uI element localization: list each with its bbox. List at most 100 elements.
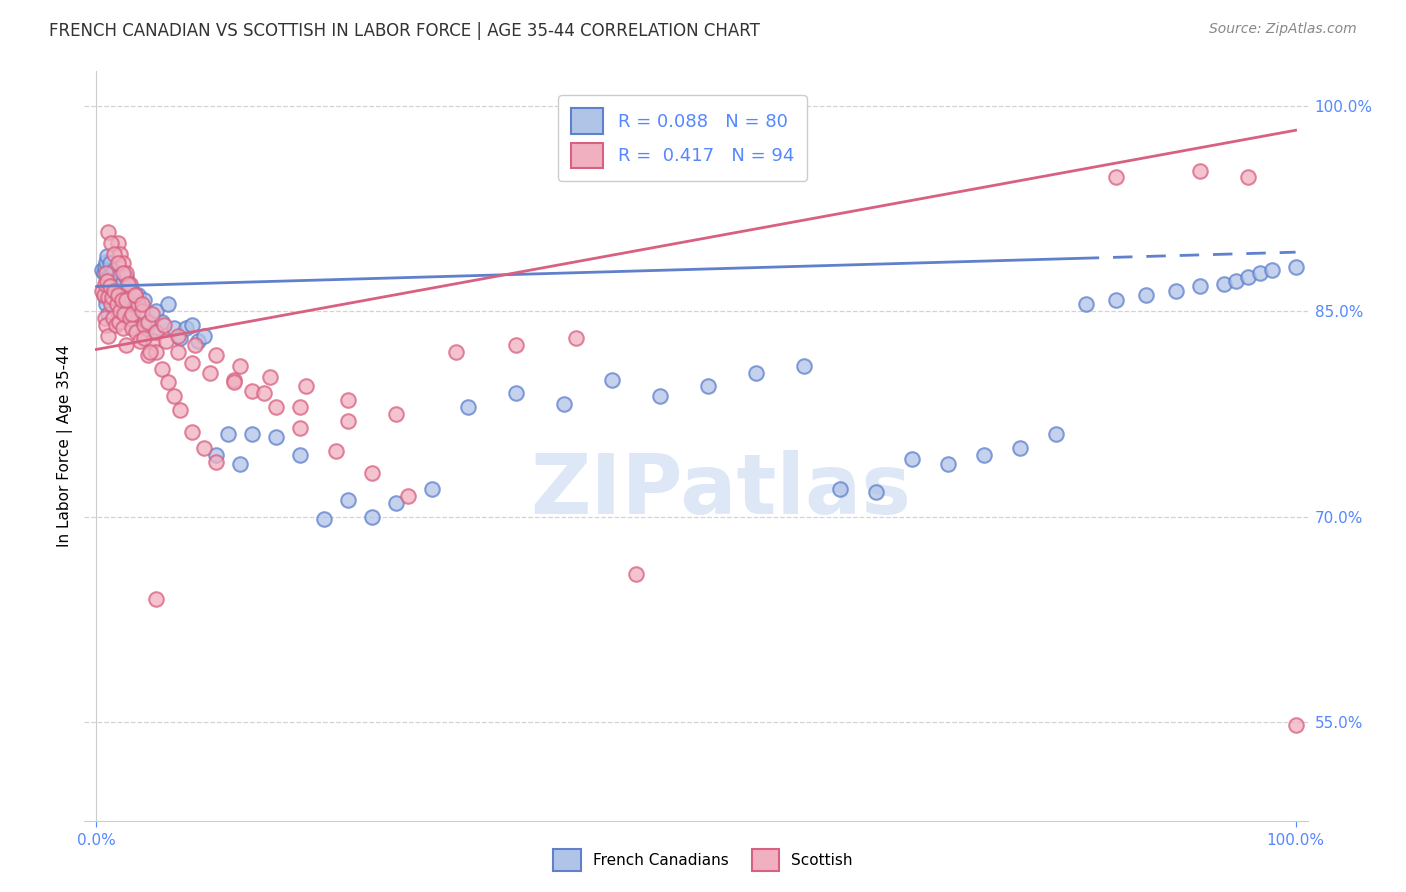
Point	[1249, 266, 1271, 280]
Point	[253, 386, 276, 401]
Point	[136, 318, 159, 332]
Point	[865, 484, 887, 499]
Point	[139, 345, 162, 359]
Point	[93, 260, 117, 275]
Point	[193, 441, 215, 455]
Point	[150, 315, 173, 329]
Point	[193, 328, 215, 343]
Point	[111, 320, 134, 334]
Point	[793, 359, 815, 373]
Point	[101, 287, 124, 301]
Point	[136, 348, 159, 362]
Point	[205, 348, 228, 362]
Point	[163, 320, 186, 334]
Point	[361, 466, 384, 480]
Point	[142, 334, 165, 349]
Point	[264, 430, 287, 444]
Point	[1045, 427, 1067, 442]
Point	[1284, 718, 1306, 732]
Point	[91, 284, 114, 298]
Point	[94, 318, 117, 332]
Point	[936, 458, 959, 472]
Point	[505, 386, 527, 401]
Point	[100, 235, 122, 250]
Point	[98, 256, 121, 270]
Point	[127, 287, 149, 301]
Point	[121, 307, 143, 321]
Point	[118, 301, 141, 316]
Point	[105, 297, 128, 311]
Point	[94, 254, 117, 268]
Point	[110, 277, 132, 291]
Point	[93, 310, 117, 325]
Point	[121, 318, 143, 332]
Point	[121, 284, 143, 298]
Point	[100, 277, 122, 291]
Point	[553, 397, 575, 411]
Point	[107, 287, 129, 301]
Point	[93, 287, 115, 301]
Point	[1284, 260, 1306, 275]
Point	[108, 315, 131, 329]
Legend: R = 0.088   N = 80, R =  0.417   N = 94: R = 0.088 N = 80, R = 0.417 N = 94	[558, 95, 807, 181]
Point	[124, 297, 146, 311]
Point	[325, 443, 347, 458]
Point	[224, 376, 246, 390]
Point	[152, 318, 174, 332]
Point	[145, 345, 167, 359]
Point	[103, 246, 125, 260]
Point	[181, 356, 204, 370]
Point	[136, 315, 159, 329]
Point	[105, 279, 128, 293]
Point	[200, 366, 222, 380]
Point	[290, 420, 312, 434]
Point	[167, 328, 190, 343]
Y-axis label: In Labor Force | Age 35-44: In Labor Force | Age 35-44	[58, 345, 73, 547]
Point	[1164, 284, 1187, 298]
Point	[420, 482, 443, 496]
Point	[150, 361, 173, 376]
Point	[97, 269, 120, 284]
Text: Source: ZipAtlas.com: Source: ZipAtlas.com	[1209, 22, 1357, 37]
Point	[97, 307, 120, 321]
Point	[174, 320, 197, 334]
Point	[134, 293, 156, 307]
Point	[1105, 293, 1128, 307]
Point	[112, 287, 135, 301]
Point	[697, 379, 720, 393]
Point	[505, 338, 527, 352]
Point	[1225, 274, 1247, 288]
Point	[901, 452, 924, 467]
Legend: French Canadians, Scottish: French Canadians, Scottish	[544, 840, 862, 880]
Point	[115, 293, 138, 307]
Point	[142, 325, 165, 339]
Point	[396, 489, 419, 503]
Point	[169, 331, 191, 345]
Point	[1188, 279, 1211, 293]
Point	[624, 567, 647, 582]
Point	[145, 591, 167, 606]
Point	[648, 389, 671, 403]
Point	[96, 274, 118, 288]
Point	[104, 318, 127, 332]
Point	[121, 320, 143, 334]
Point	[361, 509, 384, 524]
Point	[94, 266, 117, 280]
Point	[169, 402, 191, 417]
Point	[97, 328, 120, 343]
Point	[457, 400, 479, 414]
Point	[118, 290, 141, 304]
Point	[134, 318, 156, 332]
Point	[111, 266, 134, 280]
Point	[145, 325, 167, 339]
Point	[224, 373, 246, 387]
Point	[337, 493, 360, 508]
Point	[217, 427, 239, 442]
Point	[444, 345, 467, 359]
Point	[1236, 169, 1258, 184]
Point	[111, 256, 134, 270]
Point	[97, 290, 120, 304]
Point	[264, 400, 287, 414]
Point	[103, 284, 125, 298]
Point	[128, 334, 150, 349]
